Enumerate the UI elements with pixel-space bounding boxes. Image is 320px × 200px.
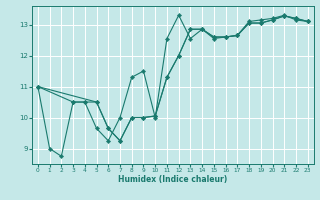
X-axis label: Humidex (Indice chaleur): Humidex (Indice chaleur) — [118, 175, 228, 184]
